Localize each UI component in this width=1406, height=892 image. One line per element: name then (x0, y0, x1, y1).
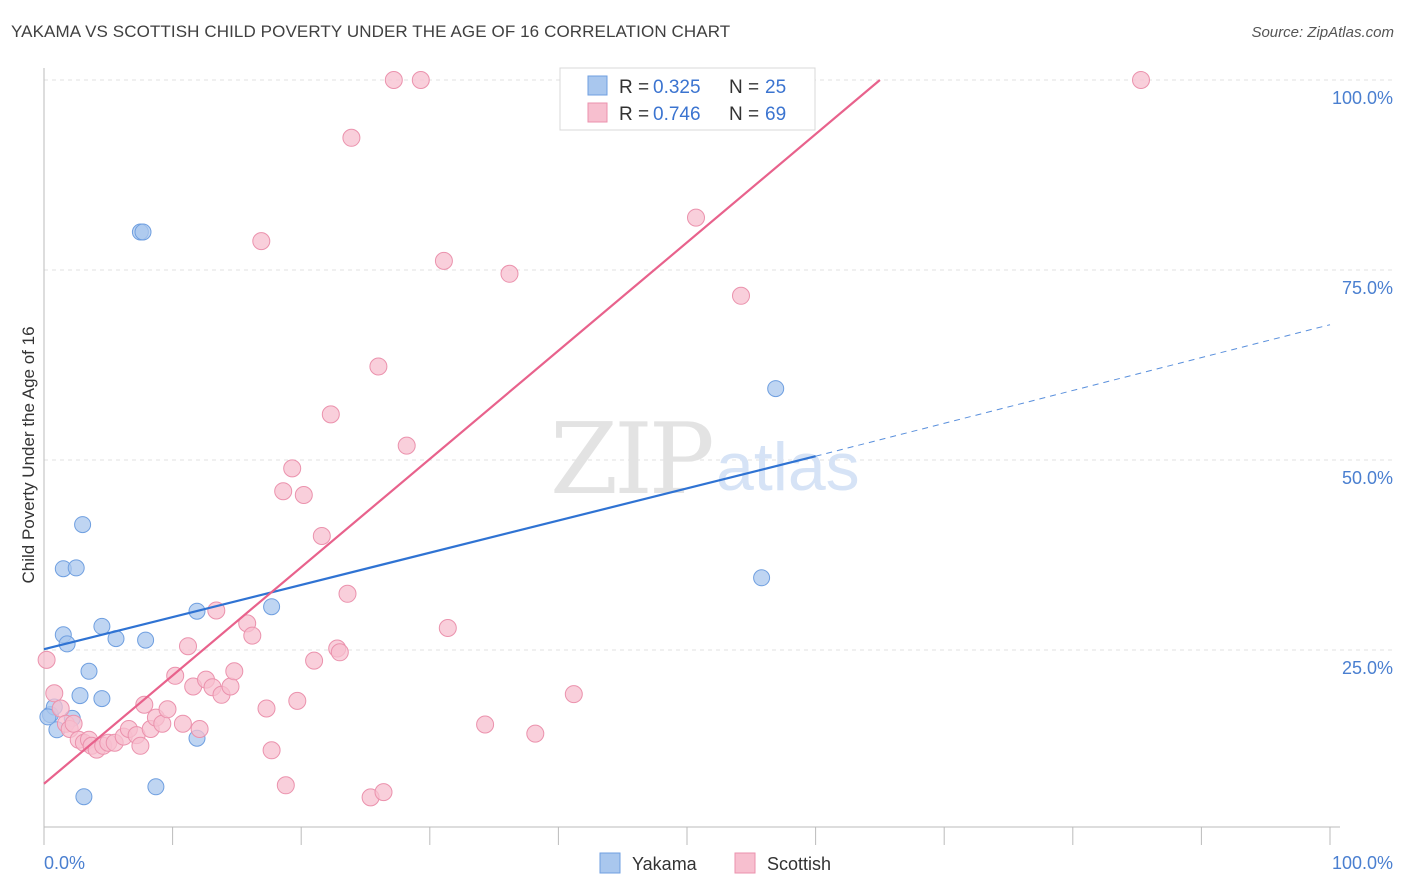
stats-legend-n-label-scottish: N = (729, 104, 759, 125)
scottish-point (37, 650, 56, 669)
scottish-point (225, 662, 244, 681)
scottish-point (411, 71, 430, 89)
x-ticks (43, 827, 1331, 845)
legend-swatch-yakama (599, 852, 621, 874)
yakama-point (93, 617, 111, 635)
scottish-point (276, 776, 295, 795)
scottish-point (374, 783, 393, 802)
stats-legend-r-label-scottish: R = (619, 104, 649, 125)
yakama-point (147, 778, 165, 796)
scottish-point (252, 232, 271, 251)
scottish-point (687, 208, 705, 227)
scottish-point (526, 724, 545, 743)
scottish-point (45, 684, 64, 703)
stats-legend-r-label-yakama: R = (619, 77, 649, 98)
stats-legend-n-label-yakama: N = (729, 77, 759, 98)
scottish-point (564, 685, 583, 704)
scottish-point (305, 651, 324, 670)
scottish-trend-line (43, 79, 881, 785)
y-tick-label-100: 100.0% (1332, 88, 1393, 108)
yakama-point (767, 380, 785, 398)
yakama-point (67, 559, 85, 577)
series-legend: Yakama Scottish (599, 852, 831, 874)
scottish-point (274, 482, 293, 501)
x-tick-label-min: 0.0% (44, 853, 85, 873)
legend-label-scottish: Scottish (767, 854, 831, 874)
scottish-point (283, 459, 302, 478)
scottish-point (476, 715, 495, 734)
scottish-point (294, 486, 313, 504)
yakama-trend-line (43, 455, 816, 651)
yakama-point (74, 516, 92, 534)
yakama-point (39, 708, 57, 726)
scottish-point (135, 695, 154, 714)
scottish-point (221, 677, 240, 696)
scottish-point (158, 700, 177, 719)
scottish-point (166, 666, 185, 685)
source-credit: Source: ZipAtlas.com (1251, 24, 1394, 41)
scottish-point (384, 71, 403, 89)
scottish-point (338, 584, 357, 603)
watermark-atlas: atlas (716, 429, 860, 505)
yakama-point (137, 631, 155, 649)
scottish-point (262, 741, 281, 760)
y-tick-label-50: 50.0% (1342, 468, 1393, 488)
yakama-point (93, 690, 111, 708)
y-tick-label-75: 75.0% (1342, 278, 1393, 298)
yakama-point (753, 569, 771, 587)
legend-swatch-scottish (734, 852, 756, 874)
scottish-point (321, 405, 340, 424)
yakama-trend-line-extension (815, 324, 1331, 457)
scottish-point (243, 626, 262, 645)
y-tick-labels: 25.0% 50.0% 75.0% 100.0% (1332, 88, 1393, 678)
chart-title: YAKAMA VS SCOTTISH CHILD POVERTY UNDER T… (11, 22, 731, 41)
trend-lines (43, 79, 1331, 785)
scottish-point (369, 357, 388, 376)
scottish-points (37, 71, 1150, 807)
scottish-point (434, 251, 453, 270)
stats-legend: R = 0.325 N = 25 R = 0.746 N = 69 (559, 67, 816, 131)
yakama-point (134, 223, 152, 241)
yakama-point (71, 687, 89, 705)
scottish-point (330, 643, 349, 662)
scottish-point (257, 699, 276, 718)
stats-legend-swatch-yakama (587, 75, 608, 96)
y-tick-label-25: 25.0% (1342, 658, 1393, 678)
yakama-point (263, 598, 281, 616)
stats-legend-n-value-yakama: 25 (765, 77, 786, 98)
scottish-point (397, 436, 416, 455)
scottish-point (190, 720, 209, 738)
scottish-point (131, 736, 150, 755)
stats-legend-n-value-scottish: 69 (765, 104, 786, 125)
scottish-point (500, 264, 519, 283)
scottish-point (179, 637, 197, 656)
scottish-point (173, 714, 192, 733)
scottish-point (64, 714, 83, 733)
grid (44, 79, 1395, 651)
scottish-point (1132, 71, 1150, 89)
stats-legend-swatch-scottish (587, 102, 608, 123)
scottish-point (342, 128, 361, 147)
y-axis-title: Child Poverty Under the Age of 16 (19, 326, 38, 583)
scottish-point (732, 286, 750, 305)
x-tick-label-max: 100.0% (1332, 853, 1393, 873)
scottish-point (312, 527, 331, 545)
stats-legend-r-value-scottish: 0.746 (653, 104, 701, 125)
yakama-point (80, 662, 98, 680)
scottish-point (51, 699, 70, 718)
yakama-point (75, 788, 93, 806)
watermark-zip: ZIP (550, 403, 712, 517)
scottish-point (288, 691, 307, 710)
legend-label-yakama: Yakama (632, 854, 698, 874)
scottish-point (438, 619, 457, 637)
stats-legend-r-value-yakama: 0.325 (653, 77, 701, 98)
